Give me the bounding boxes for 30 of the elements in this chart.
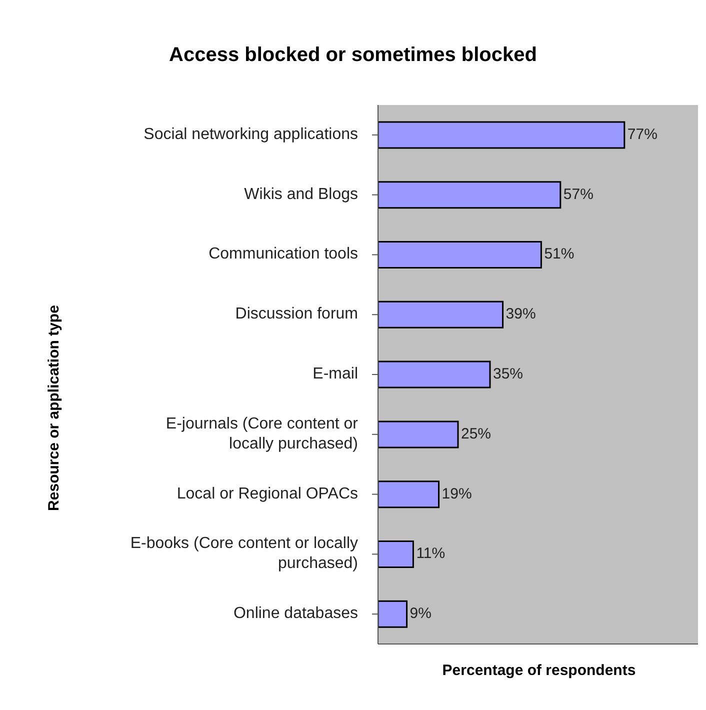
data-label: 51% (544, 246, 574, 263)
y-tick-label: Discussion forum (235, 306, 358, 323)
data-label: 11% (416, 545, 446, 562)
bar (378, 181, 562, 209)
y-tick-label: Online databases (233, 605, 358, 622)
data-label: 9% (410, 605, 432, 622)
data-label: 19% (442, 485, 472, 502)
chart-title: Access blocked or sometimes blocked (168, 44, 538, 67)
bar (378, 360, 491, 388)
y-tick-label: Wikis and Blogs (244, 186, 358, 204)
x-axis-title: Percentage of respondents (441, 662, 637, 679)
data-label: 57% (563, 186, 594, 203)
bar (378, 420, 459, 448)
data-label: 39% (506, 306, 536, 323)
y-tick-label: Social networking applications (144, 126, 358, 144)
bar (378, 600, 408, 628)
y-tick-label: E-mail (312, 366, 358, 383)
y-tick-label: E-books (Core content or locally purchased) (130, 535, 358, 572)
bar (378, 121, 626, 149)
y-tick-label: E-journals (Core content or locally purchased) (166, 416, 359, 453)
y-tick-label: Local or Regional OPACs (176, 485, 358, 503)
data-label: 35% (493, 366, 524, 383)
y-tick-label: Communication tools (208, 246, 358, 263)
bar (378, 480, 440, 508)
data-label: 25% (461, 425, 492, 442)
bar (378, 300, 504, 328)
bar (378, 241, 542, 269)
y-axis-title: Resource or application type (46, 305, 62, 511)
data-label: 77% (627, 126, 658, 143)
bar (378, 540, 414, 568)
